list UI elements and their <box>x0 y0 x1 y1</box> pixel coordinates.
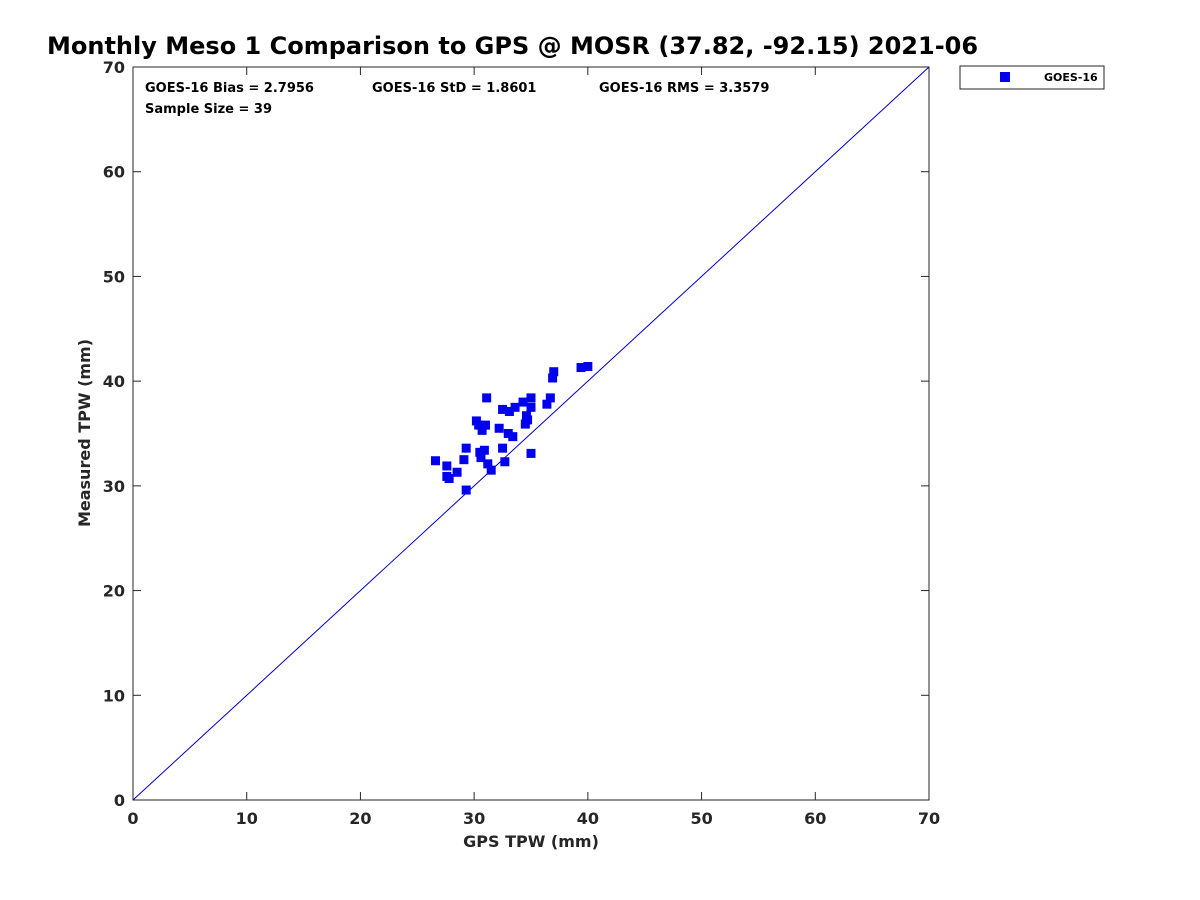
x-tick-label: 70 <box>918 809 940 828</box>
x-tick-label: 30 <box>463 809 485 828</box>
stat-sample-size: Sample Size = 39 <box>145 102 272 117</box>
data-point <box>442 461 452 471</box>
data-point <box>474 420 484 430</box>
x-tick-label: 40 <box>577 809 599 828</box>
x-tick-label: 10 <box>236 809 258 828</box>
stat-bias: GOES-16 Bias = 2.7956 <box>145 81 314 96</box>
y-tick-label: 0 <box>114 791 125 810</box>
data-point <box>475 447 485 457</box>
legend-marker-goes16 <box>1000 72 1010 82</box>
y-tick-label: 20 <box>103 582 125 601</box>
y-tick-label: 70 <box>103 58 125 77</box>
data-point <box>494 423 504 433</box>
data-point <box>452 467 462 477</box>
y-tick-label: 60 <box>103 163 125 182</box>
data-point <box>508 432 518 442</box>
data-point <box>498 404 508 414</box>
data-point <box>504 407 514 417</box>
y-tick-label: 40 <box>103 372 125 391</box>
data-point <box>548 373 558 383</box>
data-point <box>583 361 593 371</box>
y-tick-label: 10 <box>103 686 125 705</box>
legend: GOES-16 <box>959 65 1105 90</box>
y-tick-label: 30 <box>103 477 125 496</box>
stat-std: GOES-16 StD = 1.8601 <box>372 81 536 96</box>
data-point <box>576 363 586 373</box>
data-point <box>461 443 471 453</box>
data-point <box>526 448 536 458</box>
plot-frame <box>132 66 930 801</box>
data-point <box>430 456 440 466</box>
data-point <box>498 443 508 453</box>
stat-rms: GOES-16 RMS = 3.3579 <box>599 81 769 96</box>
data-point <box>526 402 536 412</box>
data-point <box>482 393 492 403</box>
x-axis: 0 10 20 30 40 50 60 70 <box>127 67 940 828</box>
x-tick-label: 20 <box>349 809 371 828</box>
data-point <box>459 455 469 465</box>
data-point <box>518 397 528 407</box>
x-tick-label: 50 <box>690 809 712 828</box>
chart-title: Monthly Meso 1 Comparison to GPS @ MOSR … <box>47 32 978 60</box>
data-point <box>542 399 552 409</box>
data-point <box>510 402 520 412</box>
data-point <box>461 485 471 495</box>
data-point <box>503 429 513 438</box>
data-point <box>476 453 486 463</box>
data-point <box>479 445 489 455</box>
data-point <box>523 415 533 425</box>
data-point <box>500 457 510 467</box>
x-axis-label: GPS TPW (mm) <box>463 832 599 851</box>
data-point <box>549 367 559 377</box>
y-axis: 0 10 20 30 40 50 60 70 <box>103 58 929 810</box>
x-tick-label: 60 <box>804 809 826 828</box>
one-to-one-line <box>132 66 930 801</box>
data-points <box>430 361 593 495</box>
data-point <box>477 425 487 435</box>
data-point <box>483 459 493 469</box>
data-point <box>526 393 536 403</box>
data-point <box>545 393 555 403</box>
y-axis-label: Measured TPW (mm) <box>75 339 94 527</box>
y-tick-label: 50 <box>103 267 125 286</box>
data-point <box>444 474 454 484</box>
data-point <box>481 420 491 430</box>
data-point <box>486 465 496 475</box>
legend-box <box>959 65 1105 90</box>
legend-label-goes16: GOES-16 <box>1044 71 1098 84</box>
plot-area: 0 10 20 30 40 50 60 70 0 10 20 30 40 50 60 70 <box>103 58 940 828</box>
x-tick-label: 0 <box>127 809 138 828</box>
